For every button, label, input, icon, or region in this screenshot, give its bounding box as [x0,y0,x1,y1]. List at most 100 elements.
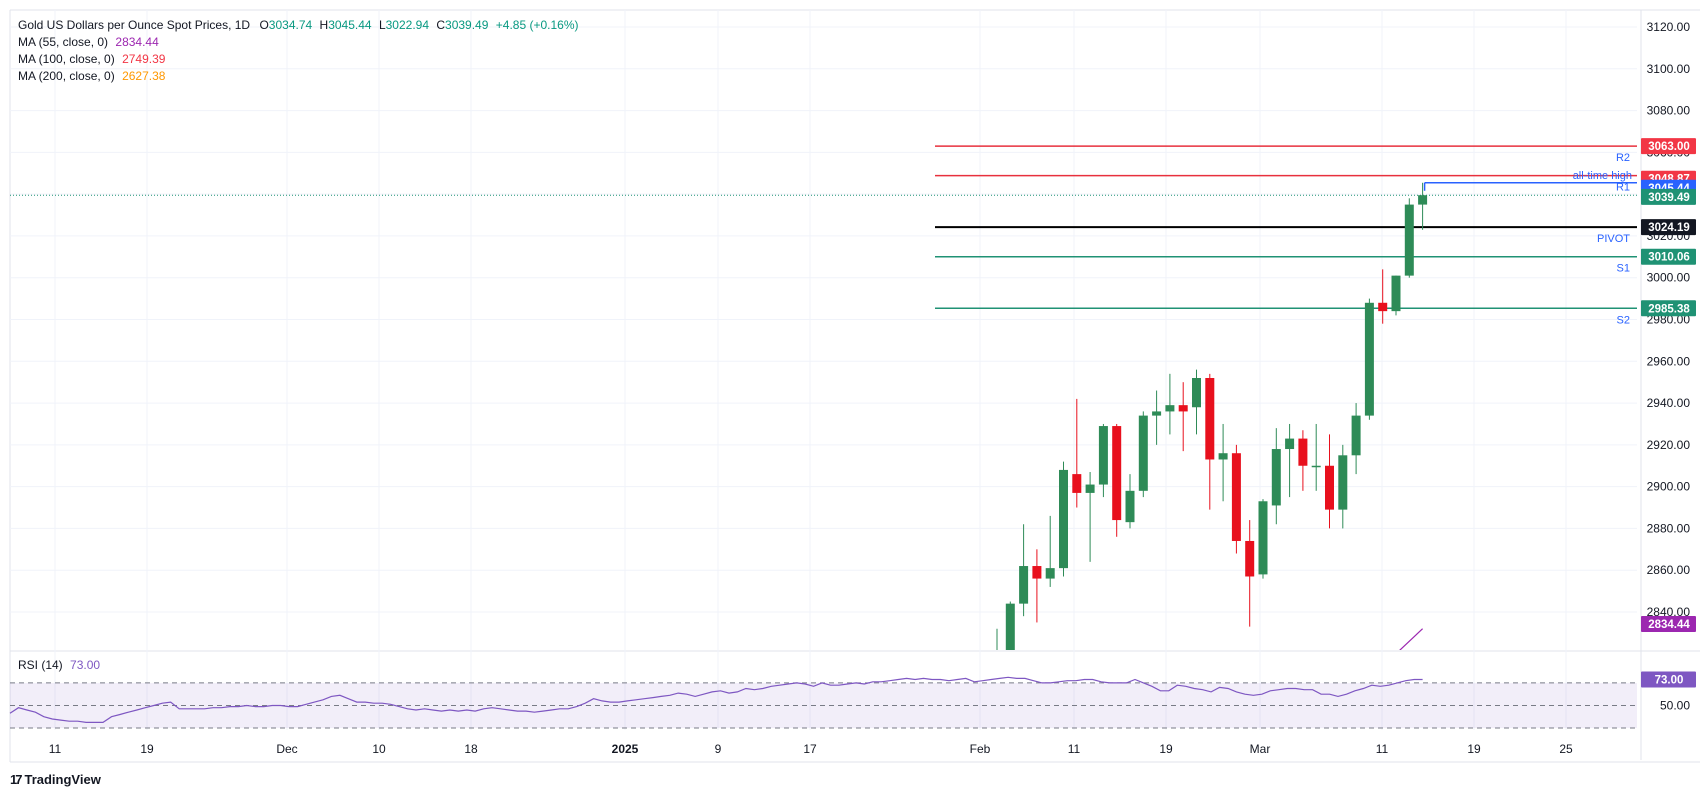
candle-body [1351,415,1361,456]
low-value: 3022.94 [385,18,430,32]
y-tick-label: 3100.00 [1647,62,1691,76]
y-tick-label: 2940.00 [1647,396,1691,410]
tag-s1-bg [1641,248,1696,265]
x-tick-label: 10 [372,742,386,756]
candle-body [1338,455,1348,510]
price-tags: 3063.003048.873045.443039.493024.193010.… [1641,138,1696,688]
tag-s1: 3010.06 [1648,252,1690,264]
candle-body [1404,204,1414,276]
symbol-row[interactable]: Gold US Dollars per Ounce Spot Prices, 1… [18,17,579,34]
candle-body [1059,469,1068,569]
candle-body [1138,415,1148,491]
candle-body [1218,453,1228,460]
candle-body [1418,195,1428,205]
tradingview-icon: 17 [10,772,23,787]
y-tick-label: 3120.00 [1647,20,1691,34]
tag-rsi-bg [1641,671,1696,688]
level-name-pivot: PIVOT [1597,233,1630,245]
x-tick-label: 11 [1376,742,1389,756]
indicator-ma55[interactable]: MA (55, close, 0) 2834.44 [18,34,579,51]
y-tick-label: 2920.00 [1647,438,1691,452]
y-tick-label: 2960.00 [1647,354,1691,368]
open-value: 3034.74 [268,18,313,32]
x-tick-label: 17 [803,742,817,756]
tag-pivot: 3024.19 [1648,222,1690,234]
ath-label: all-time high [1573,170,1632,182]
ma55-line [1399,628,1424,650]
x-tick-label: 19 [1467,742,1481,756]
symbol-title[interactable]: Gold US Dollars per Ounce Spot Prices, 1… [18,18,251,32]
high-label: H [319,18,329,32]
x-tick-label: 19 [1159,742,1173,756]
y-tick-label: 2860.00 [1647,563,1691,577]
candle-body [1192,378,1201,408]
ma200-value: 2627.38 [122,69,166,83]
candle-body [1045,568,1055,579]
candle-body [1364,302,1374,416]
y-tick-label: 2840.00 [1647,605,1691,619]
rsi-value: 73.00 [70,658,101,672]
change-value: +4.85 (+0.16%) [495,18,579,32]
candle-body [1245,540,1255,577]
rsi-legend[interactable]: RSI (14) 73.00 [18,658,100,672]
candle-body [1098,426,1108,485]
tag-last-bg [1641,188,1696,205]
candle-body [1152,411,1162,416]
indicator-ma100[interactable]: MA (100, close, 0) 2749.39 [18,51,579,68]
candle-body [1271,449,1281,506]
candle-body [1298,438,1308,466]
tag-ma55: 2834.44 [1648,619,1690,631]
candle-body [1125,490,1135,523]
ma55-value: 2834.44 [115,35,159,49]
candle-body [1378,302,1388,312]
close-value: 3039.49 [445,18,489,32]
tradingview-logo[interactable]: 17 TradingView [10,772,101,787]
candle-body [1178,405,1188,412]
candle-body [1258,501,1268,575]
rsi-label: RSI (14) [18,658,63,672]
candle-body [1285,438,1295,450]
tag-r2-bg [1641,138,1696,155]
time-axis[interactable]: 11 19 Dec 10 18 2025 9 17 Feb 11 19 Mar 11 19 25 [49,742,1573,756]
grid-lines [9,9,1700,763]
x-tick-label: 11 [49,742,62,756]
tag-rsi: 73.00 [1655,675,1684,687]
x-tick-label: 25 [1559,742,1573,756]
close-label: C [436,18,446,32]
indicator-ma200[interactable]: MA (200, close, 0) 2627.38 [18,68,579,85]
y-tick-label: 3000.00 [1647,271,1691,285]
candle-body [1005,603,1015,650]
pivot-levels: R2 R1 PIVOT S1 S2 all-time high [10,145,1637,326]
candle-body [1391,275,1401,312]
y-tick-label: 2880.00 [1647,521,1691,535]
high-value: 3045.44 [328,18,372,32]
x-tick-label: 2025 [612,742,639,756]
rsi-line [9,676,1423,723]
y-tick-label: 3080.00 [1647,104,1691,118]
tag-r2: 3063.00 [1648,141,1690,153]
low-label: L [378,18,386,32]
tag-last: 3039.49 [1648,192,1690,204]
ma55-label: MA (55, close, 0) [18,35,109,49]
tag-s2-bg [1641,300,1696,317]
watermark-text: TradingView [24,772,101,787]
candle-body [1019,566,1029,604]
candle-body [1231,453,1241,541]
ma200-label: MA (200, close, 0) [18,69,115,83]
candle-body [1311,465,1321,468]
x-tick-label: Dec [276,742,297,756]
candle-body [1165,405,1175,412]
tag-s2: 2985.38 [1648,303,1690,315]
level-name-s2: S2 [1617,314,1630,326]
rsi-panel: 50.00 [9,676,1690,729]
candle-body [1325,465,1334,510]
price-axis[interactable]: 2840.00 2860.00 2880.00 2900.00 2920.00 2940.… [1647,20,1691,619]
rsi-axis-label: 50.00 [1660,698,1690,712]
level-name-s1: S1 [1617,263,1630,275]
candles[interactable] [993,182,1428,738]
x-tick-label: Feb [970,742,991,756]
candle-body [1112,426,1122,521]
candle-body [1072,474,1082,493]
candle-body [1032,566,1042,579]
